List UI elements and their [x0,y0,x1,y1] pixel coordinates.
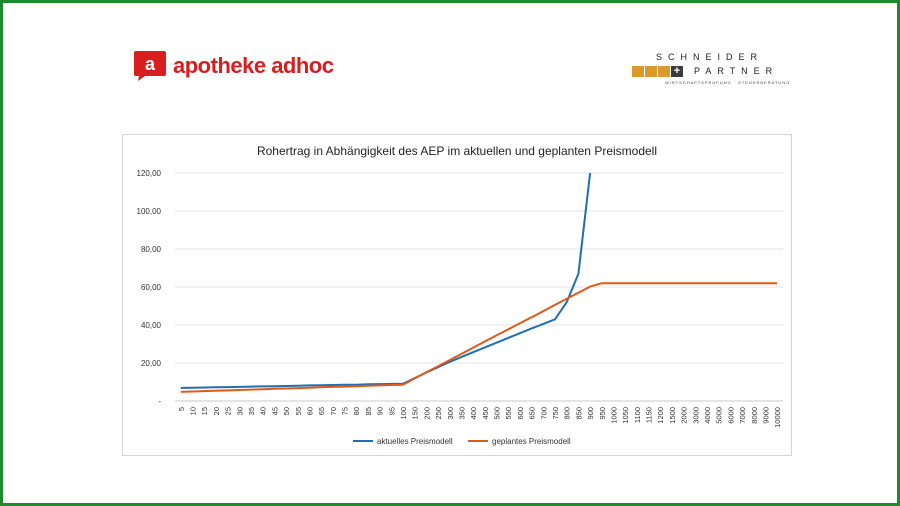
x-tick-label: 8000 [750,407,759,424]
x-tick-label: 350 [457,407,466,420]
x-tick-label: 3000 [691,407,700,424]
logo-square [645,66,657,77]
x-tick-label: 60 [305,407,314,415]
logo-square [632,66,644,77]
x-axis-ticks: 5 10 15 20 25 30 35 40 45 50 55 60 65 70 75 80 85 90 95 100… [177,407,782,428]
grid-lines [175,172,783,402]
x-tick-label: 200 [422,407,431,420]
schneider-partner-logo: SCHNEIDER + PARTNER WIRTSCHAFTSPRÜFUNG ·… [632,52,792,88]
series-lines [180,172,778,393]
chart-container: Rohertrag in Abhängigkeit des AEP im akt… [122,134,792,456]
x-tick-label: 400 [469,407,478,420]
series-line [180,172,592,389]
y-tick-label: - [158,397,161,406]
x-tick-label: 950 [598,407,607,420]
x-tick-label: 1500 [668,407,677,424]
x-tick-label: 9000 [761,407,770,424]
x-tick-label: 1000 [609,407,618,424]
x-tick-label: 10 [189,407,198,415]
legend: aktuelles Preismodell geplantes Preismode… [353,437,571,446]
x-tick-label: 1200 [656,407,665,424]
y-tick-label: 40,00 [141,321,162,330]
y-tick-label: 60,00 [141,283,162,292]
x-tick-label: 500 [493,407,502,420]
series-line [180,282,778,393]
x-tick-label: 10000 [773,407,782,428]
logo-line-schneider: SCHNEIDER [656,52,764,62]
x-tick-label: 1150 [645,407,654,423]
x-tick-label: 35 [247,407,256,415]
x-tick-label: 90 [376,407,385,415]
plus-icon: + [671,66,683,77]
apotheke-adhoc-logo: a apotheke adhoc [133,46,334,86]
x-tick-label: 2000 [680,407,689,424]
x-tick-label: 55 [294,407,303,415]
logo-square [658,66,670,77]
legend-label: geplantes Preismodell [492,437,571,446]
x-tick-label: 40 [259,407,268,415]
x-tick-label: 700 [539,407,548,420]
x-tick-label: 300 [446,407,455,420]
x-tick-label: 4000 [703,407,712,424]
x-tick-label: 80 [352,407,361,415]
logo-squares: + [632,66,683,77]
logo-line-partner: PARTNER [694,66,779,76]
x-tick-label: 30 [235,407,244,415]
x-tick-label: 45 [270,407,279,415]
x-tick-label: 750 [551,407,560,420]
chart-title: Rohertrag in Abhängigkeit des AEP im akt… [257,144,657,158]
x-tick-label: 5000 [715,407,724,424]
y-tick-label: 80,00 [141,245,162,254]
x-tick-label: 850 [574,407,583,420]
y-tick-label: 20,00 [141,359,162,368]
x-tick-label: 15 [200,407,209,415]
x-tick-label: 65 [317,407,326,415]
x-tick-label: 800 [563,407,572,420]
x-tick-label: 6000 [726,407,735,424]
x-tick-label: 450 [481,407,490,420]
x-tick-label: 95 [387,407,396,415]
x-tick-label: 5 [177,407,186,411]
x-tick-label: 75 [341,407,350,415]
logo-tagline: WIRTSCHAFTSPRÜFUNG · STEUERBERATUNG [665,80,791,85]
x-tick-label: 25 [224,407,233,415]
x-tick-label: 50 [282,407,291,415]
x-tick-label: 100 [399,407,408,420]
x-tick-label: 70 [329,407,338,415]
x-tick-label: 85 [364,407,373,415]
x-tick-label: 7000 [738,407,747,424]
x-tick-label: 650 [528,407,537,420]
logo-letter: a [145,54,156,74]
x-tick-label: 1050 [621,407,630,424]
y-axis-ticks: - 20,00 40,00 60,00 80,00 100,00 120,00 [137,169,162,406]
x-tick-label: 150 [411,407,420,420]
x-tick-label: 600 [516,407,525,420]
logo-wordmark: apotheke adhoc [173,53,334,78]
x-tick-label: 900 [586,407,595,420]
x-tick-label: 1100 [633,407,642,423]
speech-bubble-icon: a [134,51,166,81]
x-tick-label: 550 [504,407,513,420]
line-chart: Rohertrag in Abhängigkeit des AEP im akt… [137,144,783,446]
y-tick-label: 100,00 [137,207,162,216]
legend-label: aktuelles Preismodell [377,437,453,446]
y-tick-label: 120,00 [137,169,162,178]
x-tick-label: 20 [212,407,221,415]
x-tick-label: 250 [434,407,443,420]
